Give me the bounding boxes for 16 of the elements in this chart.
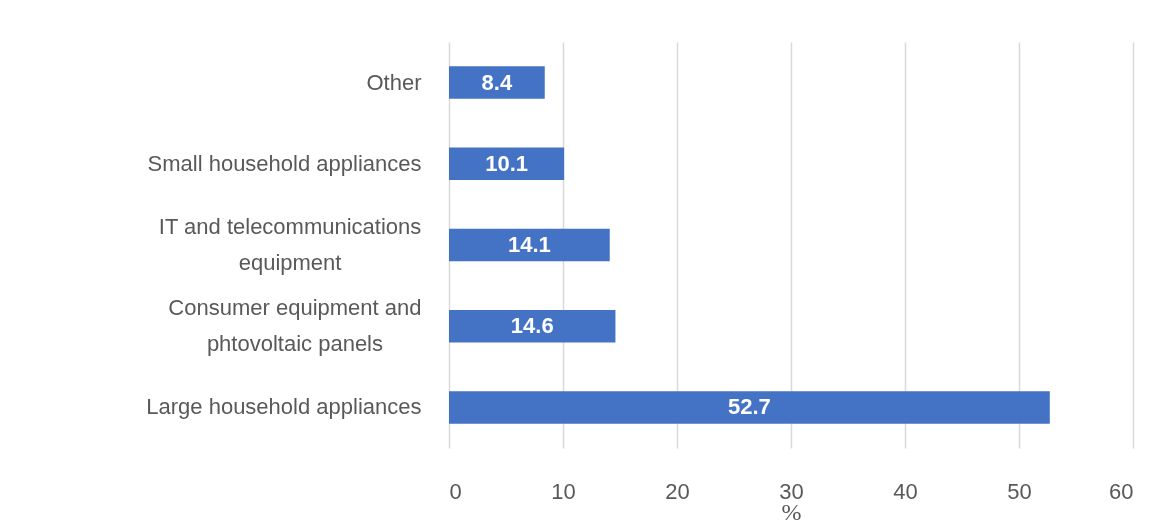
y-tick-label: IT and telecommunications equipment xyxy=(158,214,422,275)
x-tick-label: 60 xyxy=(1109,478,1134,504)
x-tick-label: 20 xyxy=(665,478,690,504)
data-label: 14.1 xyxy=(507,232,551,257)
x-tick-label: 10 xyxy=(551,478,576,504)
y-tick-label: Consumer equipment and phtovoltaic panels xyxy=(168,295,422,357)
x-tick-label: 50 xyxy=(1007,478,1032,504)
data-label: 14.6 xyxy=(510,313,554,339)
x-tick-label: 40 xyxy=(893,478,918,504)
data-label: 8.4 xyxy=(481,69,513,95)
data-label: 10.1 xyxy=(485,150,528,176)
y-tick-label: Small household appliances xyxy=(147,150,422,176)
y-tick-label: Large household appliances xyxy=(146,394,422,420)
x-tick-label: 0 xyxy=(449,478,462,504)
data-label: 52.7 xyxy=(727,394,771,420)
y-tick-label: Other xyxy=(366,69,422,95)
